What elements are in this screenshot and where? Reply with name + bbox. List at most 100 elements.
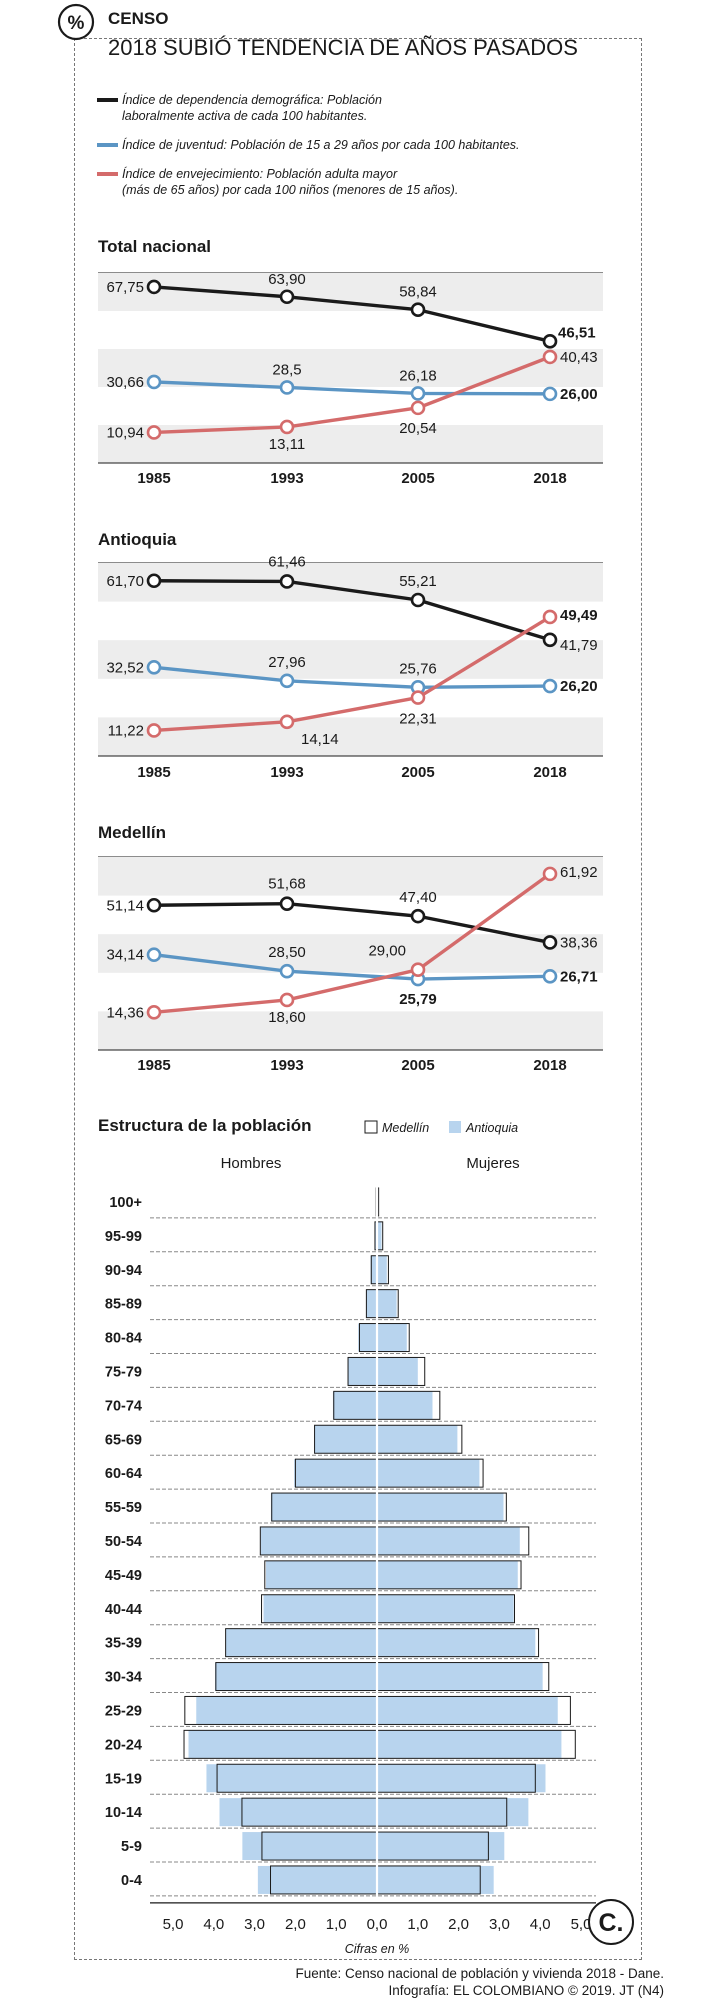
x-tick-label: 0,0 [367,1916,388,1933]
data-label: 58,84 [399,284,437,301]
age-group-label: 65-69 [105,1432,142,1448]
data-point [410,592,426,608]
age-group-label: 85-89 [105,1297,142,1313]
data-label: 34,14 [106,947,144,964]
x-tick-label: 2018 [533,1057,566,1074]
data-point [410,690,426,705]
chart-title: Antioquia [98,530,177,549]
chart-title: Medellín [98,823,166,842]
series-line [153,285,551,343]
bar-antioquia-mujeres [377,1221,382,1250]
bar-antioquia-hombres [257,1865,377,1894]
data-label: 14,36 [106,1004,144,1021]
data-point [146,573,162,589]
pyramid-row: 5-9 [121,1831,596,1863]
data-point [279,380,295,395]
age-group-label: 35-39 [105,1636,142,1652]
data-point [410,908,426,924]
age-group-label: 55-59 [105,1500,142,1516]
data-label: 25,76 [399,660,437,677]
data-label: 30,66 [106,374,144,391]
x-tick-label: 1993 [270,470,303,487]
population-pyramid: Estructura de la población Medellín Antioq… [98,1116,596,1956]
data-label: 55,21 [399,573,437,590]
bar-antioquia-hombres [188,1730,377,1759]
chart-band [98,1011,603,1050]
x-tick-label: 2018 [533,470,566,487]
pyramid-row: 80-84 [105,1323,596,1354]
age-group-label: 70-74 [105,1398,142,1414]
series-line [153,665,551,690]
age-group-label: 95-99 [105,1229,142,1245]
pyramid-row: 15-19 [105,1763,596,1795]
series-line [153,579,551,642]
line-chart-2: Medellín 51,14 51,68 47,40 38,36 34,14 28,50 25… [98,823,603,1074]
data-label: 22,31 [399,711,437,728]
bar-antioquia-mujeres [377,1662,543,1691]
data-point [146,947,162,963]
data-point [279,419,295,435]
data-label: 11,22 [108,722,144,739]
pyramid-row: 65-69 [105,1424,596,1456]
data-point [542,609,558,625]
data-label: 18,60 [268,1009,306,1026]
pyramid-row: 45-49 [105,1560,596,1592]
legend-text: laboralmente activa de cada 100 habitant… [122,109,367,123]
series-line [153,380,551,396]
x-tick-label: 2,0 [448,1916,469,1933]
data-label: 51,14 [106,897,144,914]
bar-antioquia-hombres [226,1628,377,1657]
x-tick-label: 4,0 [530,1916,551,1933]
bar-antioquia-mujeres [377,1459,480,1488]
pyramid-row: 0-4 [121,1865,596,1897]
header: % CENSO 2018 SUBIÓ TENDENCIA DE AÑOS PAS… [57,3,578,60]
bar-antioquia-hombres [260,1526,377,1555]
data-label: 27,96 [268,654,306,671]
data-point [410,962,426,977]
legend-text: Medellín [382,1121,429,1135]
data-label: 26,18 [399,367,437,384]
data-label: 38,36 [560,934,598,951]
data-point [279,673,295,689]
data-label: 67,75 [106,279,144,296]
data-point [542,632,558,648]
pyramid-row: 20-24 [105,1729,596,1761]
age-group-label: 50-54 [105,1534,142,1550]
bar-antioquia-hombres [206,1764,377,1793]
age-group-label: 30-34 [105,1670,142,1686]
legend-text: (más de 65 años) por cada 100 niños (men… [122,183,458,197]
pyramid-row: 70-74 [105,1390,596,1422]
data-point [146,897,162,913]
data-point [146,425,162,440]
data-label: 41,79 [560,637,598,654]
age-group-label: 10-14 [105,1805,142,1821]
data-point [146,659,162,675]
data-point [542,969,558,984]
legend-text: Índice de dependencia demográfica: Pobla… [122,92,382,107]
data-point [279,289,295,305]
data-label: 28,50 [268,944,306,961]
data-label: 46,51 [558,324,596,341]
pyramid-row: 90-94 [105,1255,596,1287]
bar-antioquia-hombres [370,1255,377,1284]
x-tick-label: 1,0 [407,1916,428,1933]
series-line [153,615,551,733]
data-point [279,992,295,1008]
x-tick-label: 2,0 [285,1916,306,1933]
line-charts: Total nacional 67,75 63,90 58,84 46,51 30,66 2… [98,237,603,1074]
x-tick-label: 1985 [137,1057,170,1074]
bar-antioquia-mujeres [377,1323,407,1352]
data-label: 28,5 [272,361,301,378]
bar-antioquia-mujeres [377,1865,494,1894]
age-group-label: 75-79 [105,1364,142,1380]
age-group-label: 90-94 [105,1263,142,1279]
credit-text: Infografía: EL COLOMBIANO © 2019. JT (N4… [388,1983,664,1998]
legend-swatch-medellin [364,1120,378,1134]
source-text: Fuente: Censo nacional de población y vi… [296,1966,665,1981]
data-point [146,723,162,738]
x-tick-label: 1993 [270,764,303,781]
data-point [146,374,162,390]
age-group-label: 5-9 [121,1839,142,1855]
chart-band [98,640,603,679]
